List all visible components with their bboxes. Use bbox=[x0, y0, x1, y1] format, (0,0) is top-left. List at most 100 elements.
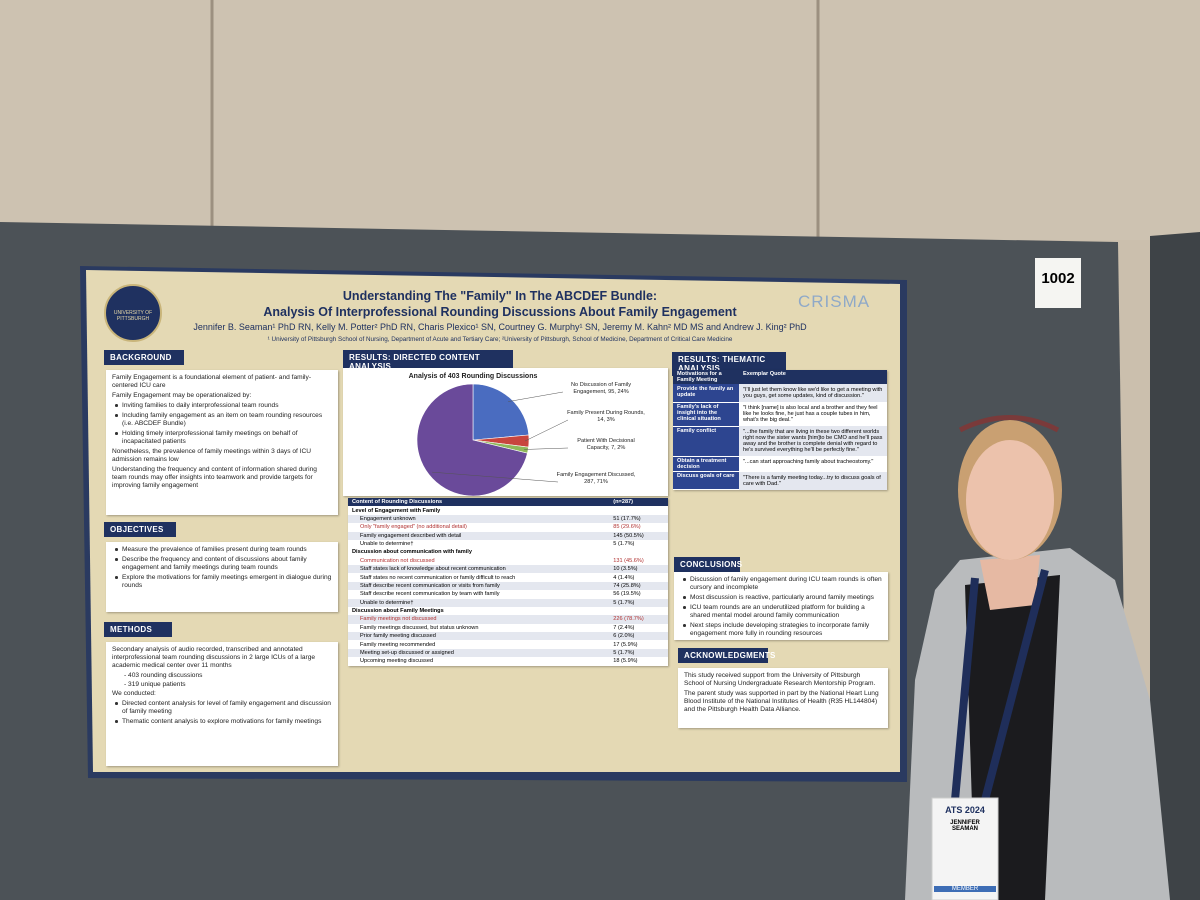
row-value: 5 (1.7%) bbox=[613, 541, 635, 548]
row-label: Staff describe recent communication by t… bbox=[360, 591, 500, 598]
booth-number: 1002 bbox=[1041, 270, 1075, 287]
section-heading: METHODS bbox=[104, 622, 172, 637]
table-row: Level of Engagement with Family bbox=[348, 506, 668, 515]
pie-label: Family Engagement Discussed, 287, 71% bbox=[556, 472, 636, 485]
table-row: Discuss goals of care "There is a family … bbox=[673, 471, 887, 491]
row-label: Level of Engagement with Family bbox=[352, 507, 441, 514]
row-value: 17 (5.9%) bbox=[613, 641, 638, 648]
header-cell: Exemplar Quote bbox=[743, 371, 786, 378]
leader-line bbox=[432, 471, 559, 483]
glasses bbox=[958, 415, 1060, 433]
header-cell: (n=287) bbox=[613, 499, 634, 506]
header-cell: Motivations for a Family Meeting bbox=[677, 371, 722, 384]
row-label: Engagement unknown bbox=[360, 515, 416, 522]
section-text: Family Engagement is a foundational elem… bbox=[112, 374, 312, 390]
motivation: Obtain a treatment decision bbox=[673, 456, 739, 473]
row-value: 5 (1.7%) bbox=[613, 599, 635, 606]
section-box: Measure the prevalence of families prese… bbox=[106, 542, 338, 612]
pie-label-box: Family Engagement Discussed, 287, 71% bbox=[556, 472, 636, 485]
table-row: Staff describe recent communication or v… bbox=[348, 581, 668, 591]
section-text: Thematic content analysis to explore mot… bbox=[115, 718, 332, 726]
row-value: 131 (45.6%) bbox=[613, 557, 644, 564]
pie-label: Family Present During Rounds, 14, 3% bbox=[567, 410, 645, 423]
badge-event: ATS 2024 bbox=[945, 805, 985, 815]
leader-line bbox=[524, 419, 569, 442]
poster-subtitle: Analysis Of Interprofessional Rounding D… bbox=[263, 305, 737, 319]
table-row: Family engagement described with detail 1… bbox=[348, 531, 668, 540]
pie-slice bbox=[472, 383, 530, 441]
row-label: Staff states no recent communication or … bbox=[360, 574, 516, 581]
section-text: Understanding the frequency and content … bbox=[112, 466, 317, 490]
section-text: Inviting families to daily interprofessi… bbox=[115, 402, 332, 410]
section-text: Explore the motivations for family meeti… bbox=[115, 574, 332, 590]
pie-label-box: Patient With Decisional Capacity, 7, 2% bbox=[577, 438, 635, 451]
section-text: Holding timely interprofessional family … bbox=[115, 430, 332, 446]
row-label: Communication not discussed bbox=[360, 557, 435, 564]
section-text: Describe the frequency and content of di… bbox=[115, 556, 332, 572]
table-row: Staff describe recent communication by t… bbox=[348, 590, 668, 599]
section-text: Measure the prevalence of families prese… bbox=[115, 546, 332, 554]
table-header: Motivations for a Family Meeting Exemplar… bbox=[673, 370, 887, 385]
affiliations: ¹ University of Pittsburgh School of Nur… bbox=[267, 336, 733, 343]
leader-line bbox=[508, 391, 564, 402]
table: Motivations for a Family Meeting Exemplar… bbox=[673, 370, 887, 491]
row-value: 226 (78.7%) bbox=[613, 616, 644, 623]
face bbox=[966, 440, 1054, 560]
crisma-logo: CRISMA bbox=[798, 292, 871, 311]
badge-name: JENNIFER SEAMAN bbox=[950, 820, 980, 832]
quote: "I think [name] is also local and a brot… bbox=[739, 402, 887, 427]
row-label: Discussion about Family Meetings bbox=[352, 608, 444, 615]
authors: Jennifer B. Seaman¹ PhD RN, Kelly M. Pot… bbox=[193, 322, 807, 332]
pie-title: Analysis of 403 Rounding Discussions bbox=[408, 373, 538, 380]
table-row: Obtain a treatment decision "...can start… bbox=[673, 456, 887, 473]
pie-label-box: Family Present During Rounds, 14, 3% bbox=[567, 410, 645, 423]
section-text: - 319 unique patients bbox=[124, 681, 186, 689]
section-text: Discussion of family engagement during I… bbox=[683, 576, 882, 592]
row-label: Upcoming meeting discussed bbox=[360, 658, 434, 665]
row-label: Unable to determine† bbox=[360, 541, 414, 548]
pie-label-box: No Discussion of Family Engagement, 95, … bbox=[571, 382, 631, 395]
row-value: 5 (1.7%) bbox=[613, 649, 635, 656]
section-box: This study received support from the Uni… bbox=[678, 668, 888, 728]
university-seal: UNIVERSITY OF PITTSBURGH bbox=[104, 284, 162, 342]
section-text: We conducted: bbox=[112, 690, 156, 698]
quote: "There is a family meeting today...try t… bbox=[739, 471, 887, 490]
table-row: Family conflict "...the family that are l… bbox=[673, 426, 887, 457]
pie-slice bbox=[416, 383, 528, 496]
row-value: 51 (17.7%) bbox=[613, 515, 641, 522]
pie-box: Analysis of 403 Rounding Discussions No … bbox=[343, 368, 668, 496]
pie-label: Patient With Decisional Capacity, 7, 2% bbox=[577, 438, 635, 451]
row-label: Prior family meeting discussed bbox=[360, 633, 436, 640]
section-text: Directed content analysis for level of f… bbox=[115, 700, 331, 716]
row-label: Family meeting recommended bbox=[360, 641, 436, 648]
row-value: 6 (2.0%) bbox=[613, 633, 635, 640]
section-box: Discussion of family engagement during I… bbox=[674, 572, 888, 640]
section-box: Family Engagement is a foundational elem… bbox=[106, 370, 338, 515]
table-row: Family meetings discussed, but status un… bbox=[348, 623, 668, 632]
booth-card bbox=[1035, 258, 1081, 308]
results-table: Content of Rounding Discussions (n=287) Le… bbox=[348, 498, 668, 666]
row-label: Staff states lack of knowledge about rec… bbox=[360, 566, 506, 573]
section-text: Family Engagement may be operationalized… bbox=[112, 392, 252, 400]
pie-chart: No Discussion of Family Engagement, 95, … bbox=[416, 382, 645, 496]
section-text: ICU team rounds are an underutilized pla… bbox=[683, 604, 882, 620]
table-row: Discussion about communication with fami… bbox=[348, 548, 668, 557]
motivation: Family conflict bbox=[673, 426, 739, 457]
section-text: Secondary analysis of audio recorded, tr… bbox=[112, 646, 316, 670]
quote: "I'll just let them know like we'd like … bbox=[739, 384, 887, 403]
poster-title: Understanding The "Family" In The ABCDEF… bbox=[342, 289, 658, 303]
table-row: Unable to determine† 5 (1.7%) bbox=[348, 598, 668, 607]
table-row: Family meeting recommended 17 (5.9%) bbox=[348, 640, 668, 649]
row-label: Discussion about communication with fami… bbox=[352, 549, 472, 556]
section-text: Next steps include developing strategies… bbox=[683, 622, 882, 638]
thematic-table: Motivations for a Family Meeting Exemplar… bbox=[673, 370, 887, 491]
table-row: Meeting set-up discussed or assigned 5 (1… bbox=[348, 648, 668, 658]
section-box: Secondary analysis of audio recorded, tr… bbox=[106, 642, 338, 766]
table-row: Unable to determine† 5 (1.7%) bbox=[348, 539, 668, 549]
row-value: 7 (2.4%) bbox=[613, 624, 635, 631]
motivation: Provide the family an update bbox=[673, 384, 739, 403]
badge bbox=[931, 797, 999, 900]
table-row: Discussion about Family Meetings bbox=[348, 606, 668, 616]
row-value: 74 (25.8%) bbox=[613, 582, 641, 589]
table-row: Family meetings not discussed 226 (78.7%) bbox=[348, 615, 668, 624]
